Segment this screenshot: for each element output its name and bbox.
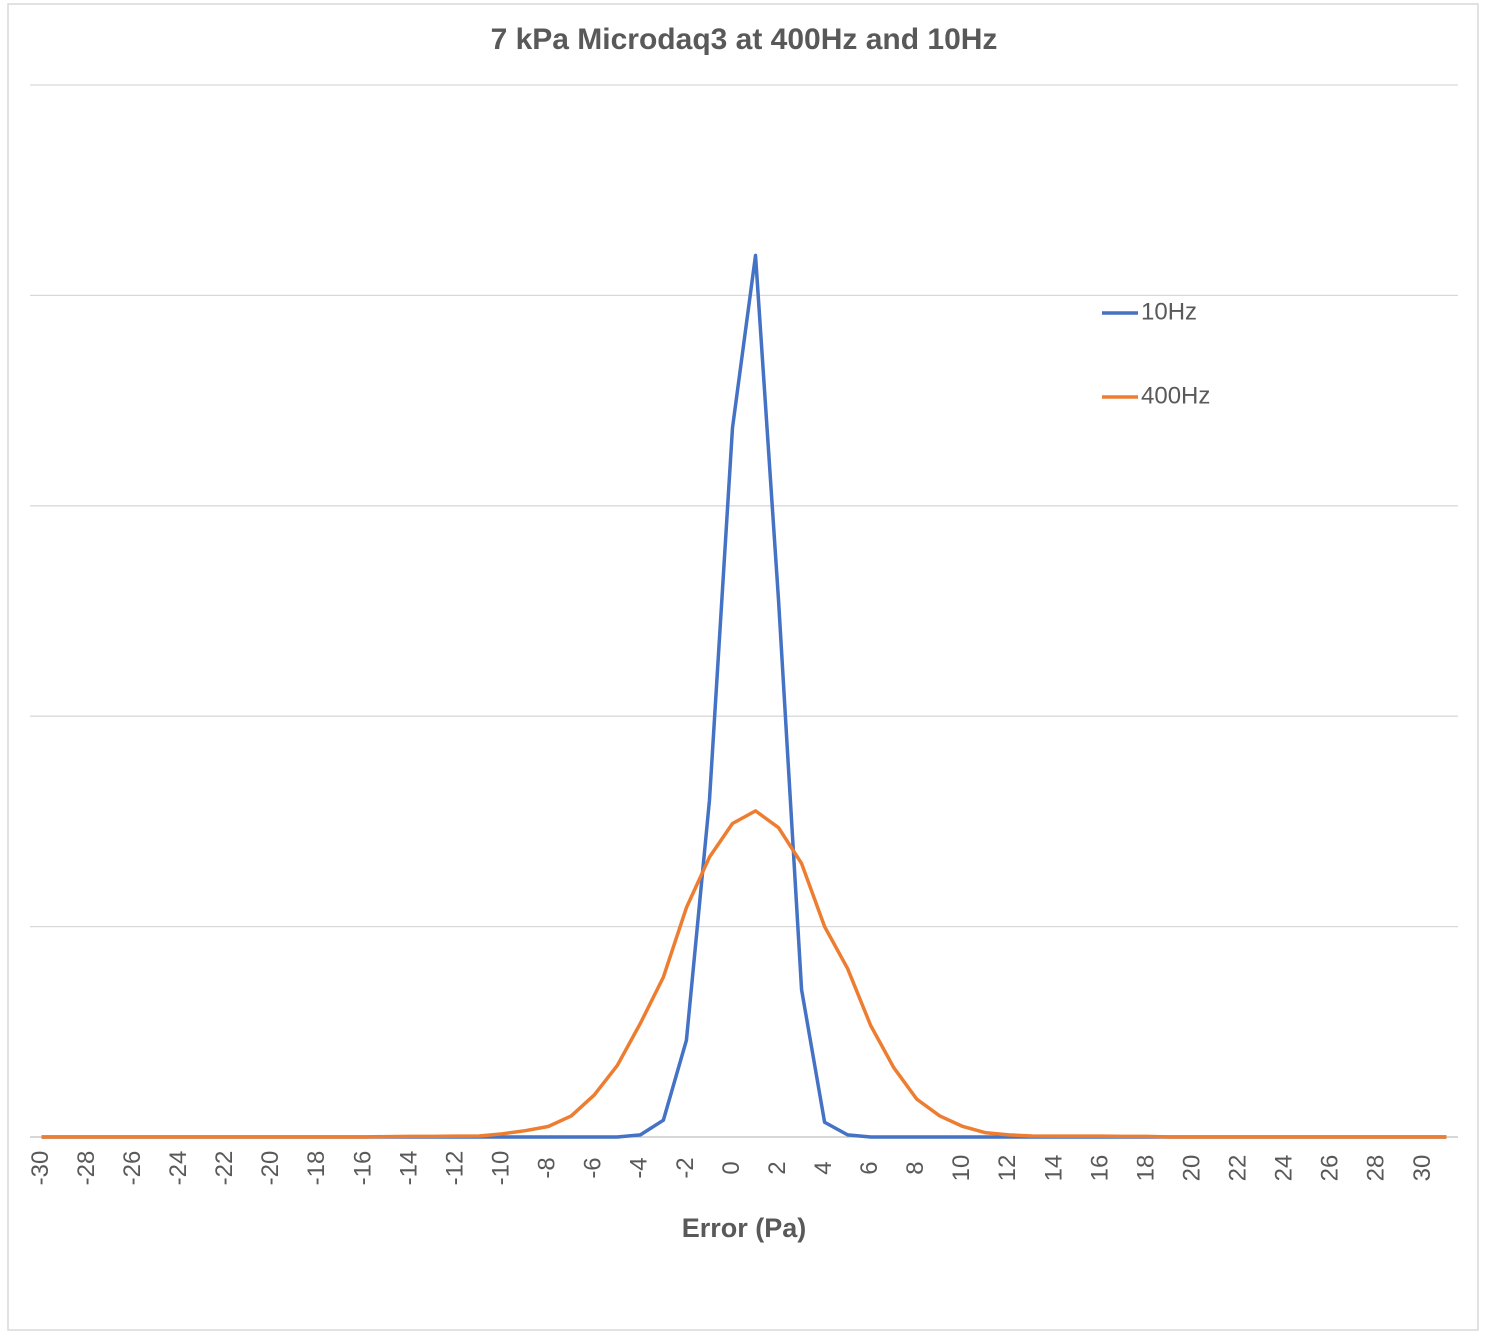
x-tick-label: -2 bbox=[672, 1157, 699, 1178]
x-tick-label: -8 bbox=[534, 1157, 561, 1178]
chart-border bbox=[7, 3, 1479, 1331]
x-axis-title: Error (Pa) bbox=[682, 1213, 807, 1243]
x-tick-label: 20 bbox=[1178, 1155, 1205, 1182]
x-tick-label: 22 bbox=[1225, 1155, 1252, 1182]
x-tick-label: -28 bbox=[73, 1151, 100, 1186]
x-tick-label: 24 bbox=[1271, 1155, 1298, 1182]
x-tick-label: -18 bbox=[303, 1151, 330, 1186]
legend-label: 400Hz bbox=[1141, 382, 1210, 409]
x-tick-label: -10 bbox=[488, 1151, 515, 1186]
x-tick-label: -22 bbox=[211, 1151, 238, 1186]
x-tick-label: -16 bbox=[349, 1151, 376, 1186]
x-tick-label: -30 bbox=[27, 1151, 54, 1186]
x-tick-label: 14 bbox=[1040, 1155, 1067, 1182]
x-tick-label: 18 bbox=[1132, 1155, 1159, 1182]
x-tick-label: 26 bbox=[1317, 1155, 1344, 1182]
x-tick-label: -12 bbox=[441, 1151, 468, 1186]
x-tick-label: 2 bbox=[764, 1161, 791, 1174]
x-tick-label: -6 bbox=[580, 1157, 607, 1178]
x-tick-label: -24 bbox=[165, 1151, 192, 1186]
series-line bbox=[41, 809, 1447, 1139]
x-tick-label: 10 bbox=[948, 1155, 975, 1182]
x-tick-label: 6 bbox=[856, 1161, 883, 1174]
chart-title: 7 kPa Microdaq3 at 400Hz and 10Hz bbox=[491, 23, 998, 56]
x-tick-label: 16 bbox=[1086, 1155, 1113, 1182]
x-tick-label: 30 bbox=[1409, 1155, 1436, 1182]
x-tick-label: 12 bbox=[994, 1155, 1021, 1182]
x-tick-label: -4 bbox=[626, 1157, 653, 1178]
x-tick-label: -20 bbox=[257, 1151, 284, 1186]
x-tick-label: 28 bbox=[1363, 1155, 1390, 1182]
x-tick-label: 4 bbox=[810, 1161, 837, 1174]
x-tick-label: -14 bbox=[395, 1151, 422, 1186]
x-tick-label: 0 bbox=[718, 1161, 745, 1174]
legend-label: 10Hz bbox=[1141, 298, 1197, 325]
x-tick-label: 8 bbox=[902, 1161, 929, 1174]
x-tick-label: -26 bbox=[119, 1151, 146, 1186]
